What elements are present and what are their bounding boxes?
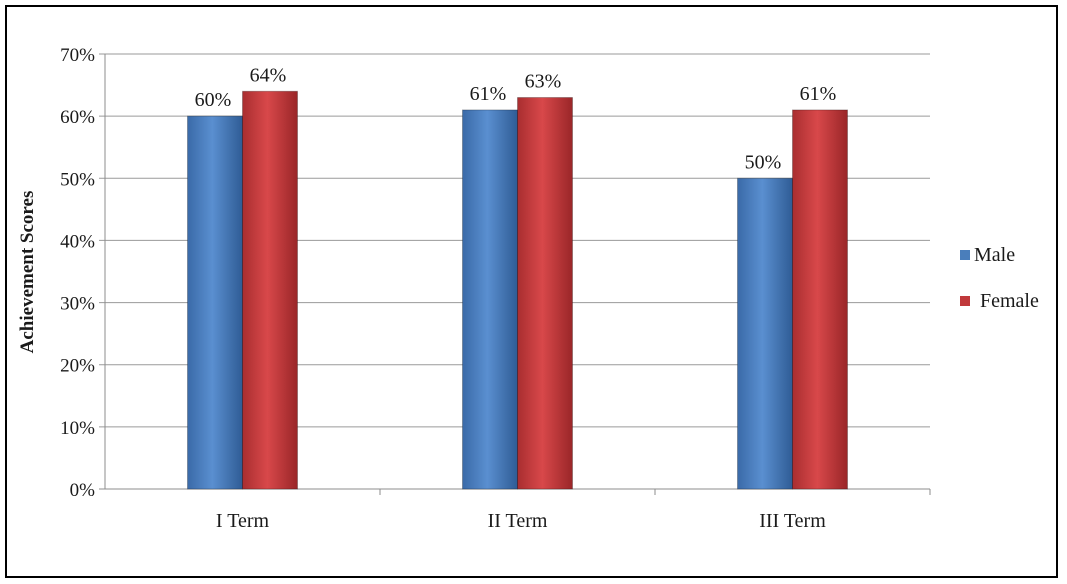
legend: Male Female — [960, 244, 1039, 312]
bar-male — [187, 115, 243, 490]
x-category-label: III Term — [759, 510, 826, 532]
bar-female — [242, 90, 298, 490]
y-tick-label: 70% — [60, 45, 95, 66]
y-tick-label: 0% — [70, 480, 96, 501]
data-label: 50% — [745, 151, 782, 173]
y-axis-ticks: 0% 10% 20% 30% 40% 50% 60% 70% — [60, 45, 95, 501]
y-axis-label: Achievement Scores — [17, 191, 38, 354]
bar-male — [462, 109, 518, 490]
data-label: 64% — [250, 64, 287, 86]
x-axis-categories: I Term II Term III Term — [216, 510, 826, 532]
data-label: 60% — [195, 89, 232, 111]
legend-swatch-male — [960, 250, 970, 260]
y-tick-label: 40% — [60, 231, 95, 252]
bar-male — [737, 177, 793, 490]
legend-label-female: Female — [980, 290, 1039, 312]
data-label: 63% — [525, 71, 562, 93]
x-category-label: II Term — [488, 510, 548, 532]
legend-swatch-female — [960, 296, 970, 306]
y-tick-label: 20% — [60, 356, 95, 377]
data-labels: 60% 64% 61% 63% 50% 61% — [195, 64, 837, 173]
data-label: 61% — [800, 83, 837, 105]
y-tick-label: 10% — [60, 418, 95, 439]
y-tick-label: 50% — [60, 169, 95, 190]
x-category-label: I Term — [216, 510, 270, 532]
legend-label-male: Male — [974, 244, 1015, 266]
y-tick-label: 30% — [60, 294, 95, 315]
bar-female — [792, 109, 848, 490]
bars — [187, 90, 848, 490]
bar-female — [517, 97, 573, 490]
y-tick-label: 60% — [60, 107, 95, 128]
data-label: 61% — [470, 83, 507, 105]
